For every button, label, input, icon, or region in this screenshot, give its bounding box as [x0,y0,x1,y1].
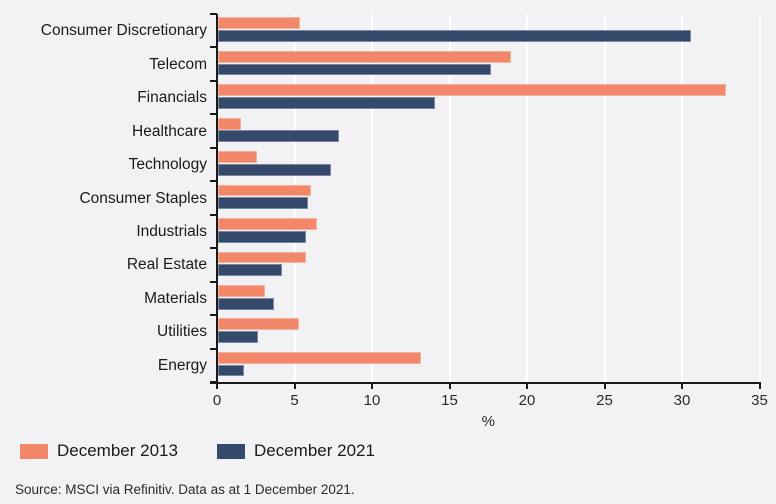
y-tick-1 [210,46,217,49]
legend-label-december-2013: December 2013 [57,441,178,460]
bar-2021-4 [218,163,332,176]
category-label-9: Utilities [157,323,207,341]
gridline-20 [526,14,528,382]
x-tick-label-10: 10 [363,392,381,409]
bar-2013-9 [218,318,299,331]
x-tick-label-20: 20 [518,392,536,409]
category-label-8: Materials [144,289,207,307]
bar-2013-4 [218,151,257,163]
category-label-10: Energy [157,356,207,374]
category-label-2: Financials [137,89,207,107]
y-tick-0 [210,13,217,15]
category-label-6: Industrials [136,222,207,240]
x-tick-5 [293,382,296,389]
y-tick-9 [210,314,217,317]
bar-2021-2 [218,97,435,109]
bar-2021-6 [218,230,307,243]
gridline-10 [371,14,373,382]
bar-2013-10 [218,351,422,364]
x-tick-15 [448,382,451,389]
x-tick-label-15: 15 [441,392,458,409]
x-tick-25 [603,382,606,389]
gridline-15 [448,14,451,382]
category-label-4: Technology [128,156,207,174]
bar-2013-3 [218,117,242,130]
bar-2013-5 [218,184,311,197]
x-tick-label-25: 25 [596,392,613,409]
y-tick-4 [210,146,217,149]
y-tick-3 [210,113,217,116]
bar-2021-8 [218,297,274,310]
bar-2013-0 [218,17,301,30]
gridline-30 [681,14,683,382]
bar-2021-9 [218,331,259,343]
x-tick-30 [681,382,683,389]
gridline-25 [603,14,606,382]
gridline-35 [758,14,761,382]
category-label-5: Consumer Staples [79,189,207,207]
bar-2021-7 [218,264,282,277]
bar-2021-3 [218,130,339,143]
category-label-0: Consumer Discretionary [40,22,207,40]
bar-2013-6 [218,218,318,230]
y-tick-8 [210,280,217,283]
legend-swatch-december-2013 [20,444,48,459]
legend-swatch-december-2021 [217,444,245,459]
bar-2013-1 [218,50,511,63]
x-tick-label-5: 5 [290,392,299,409]
x-tick-20 [526,382,528,389]
bar-2021-10 [218,364,245,377]
x-tick-label-30: 30 [673,392,691,409]
category-label-3: Healthcare [132,122,207,140]
y-tick-6 [210,213,217,216]
bar-2013-2 [218,84,727,97]
y-tick-11 [210,381,217,383]
y-tick-10 [210,347,217,350]
x-tick-label-35: 35 [751,392,768,409]
y-tick-5 [210,180,217,183]
bar-2013-7 [218,251,307,264]
category-label-1: Telecom [149,55,207,73]
bar-2021-5 [218,197,308,210]
source-note: Source: MSCI via Refinitiv. Data as at 1… [15,482,355,497]
legend-label-december-2021: December 2021 [254,441,375,460]
x-tick-35 [758,382,761,389]
bar-2021-1 [218,63,491,76]
x-axis-line [210,382,761,384]
x-tick-10 [371,382,373,389]
x-tick-label-0: 0 [212,392,222,409]
x-tick-0 [216,382,218,389]
y-tick-7 [210,247,217,250]
category-label-7: Real Estate [126,256,207,274]
y-axis-line [216,14,218,384]
bar-2013-8 [218,285,265,297]
bar-2021-0 [218,30,691,42]
y-tick-2 [210,79,217,82]
x-axis-title: % [481,413,495,430]
